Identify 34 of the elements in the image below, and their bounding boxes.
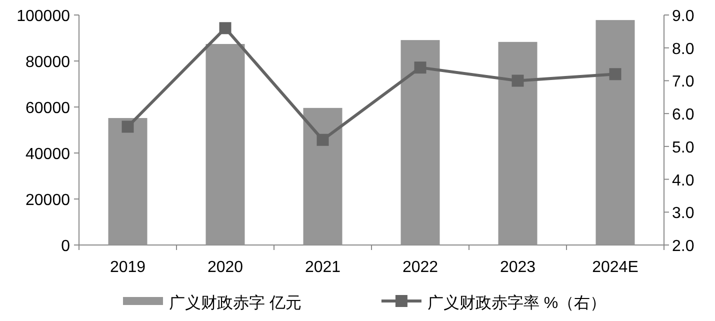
y2-tick-label: 4.0 [672, 172, 694, 190]
x-tick-label: 2019 [110, 259, 146, 276]
point [219, 22, 232, 34]
y-tick-label: 0 [61, 238, 70, 255]
point [609, 68, 622, 80]
y-tick-label: 20000 [26, 192, 70, 209]
y-tick-label: 100000 [16, 8, 70, 25]
legend-label: 广义财政赤字 亿元 [169, 294, 302, 312]
y2-tick-label: 5.0 [672, 139, 694, 156]
y-tick-label: 80000 [26, 54, 70, 71]
x-tick-label: 2020 [207, 259, 244, 276]
y2-tick-label: 8.0 [672, 40, 694, 58]
y2-tick-label: 9.0 [672, 8, 694, 25]
x-tick-label: 2023 [500, 259, 536, 276]
bar [303, 108, 342, 245]
x-tick-label: 2024E [592, 259, 638, 276]
legend-label: 广义财政赤字率 %（右） [427, 294, 606, 312]
y2-tick-label: 6.0 [672, 106, 694, 124]
y2-tick-label: 2.0 [672, 238, 694, 255]
x-tick-label: 2022 [402, 259, 438, 276]
bar [596, 20, 635, 245]
y-tick-label: 40000 [26, 146, 70, 163]
bar [498, 42, 538, 245]
bar [108, 118, 148, 245]
point [512, 74, 524, 87]
bar [400, 40, 440, 245]
bar [206, 44, 245, 245]
point [122, 120, 134, 133]
point [414, 62, 426, 74]
point [316, 134, 329, 146]
x-tick-label: 2021 [304, 259, 341, 276]
y-tick-label: 60000 [26, 100, 70, 117]
y2-tick-label: 3.0 [672, 205, 694, 222]
y2-tick-label: 7.0 [672, 74, 694, 91]
